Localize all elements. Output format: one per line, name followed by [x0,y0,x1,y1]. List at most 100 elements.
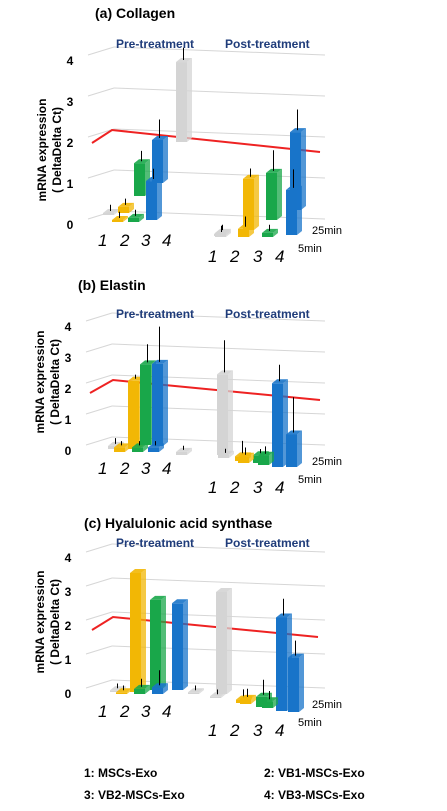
gridline [111,312,326,322]
category-label-pre-1: 1 [98,231,107,250]
group-label-post: Post-treatment [225,37,310,51]
category-label-pre-3: 3 [141,702,151,721]
chart-title: (c) Hyalulonic acid synthase [84,515,272,531]
bar-pre-5 [176,58,192,142]
category-label-post-4: 4 [275,247,284,266]
y-tick-label: 0 [65,444,72,458]
gridline-side [85,611,113,621]
category-label-post-2: 2 [229,247,240,266]
bar-pre-3 [150,595,166,690]
depth-label-front: 5min [298,474,322,486]
category-label-pre-1: 1 [98,459,107,478]
depth-label-back: 25min [312,456,342,468]
bar-post-4 [272,379,288,467]
category-label-pre-2: 2 [119,702,130,721]
y-axis-label: mRNA expression( DeltaDelta Ct) [35,99,64,202]
category-label-pre-2: 2 [119,231,130,250]
category-label-post-2: 2 [229,478,240,497]
y-tick-label: 3 [67,95,74,109]
y-tick-label: 3 [65,585,72,599]
chart-title: (b) Elastin [78,277,146,293]
y-tick-label: 4 [65,551,72,565]
category-label-post-3: 3 [253,478,263,497]
bar-pre-4 [172,599,188,690]
category-label-post-4: 4 [275,478,284,497]
gridline-side [87,87,115,97]
legend-item-3: 3: VB2-MSCs-Exo [84,788,185,802]
bar-pre-8 [146,177,162,220]
gridline-side [85,436,113,446]
gridline [111,543,326,553]
reference-line [89,378,321,401]
y-tick-label: 2 [67,136,74,150]
gridline-side [85,343,113,353]
category-label-pre-4: 4 [162,702,171,721]
depth-label-front: 5min [298,717,322,729]
gridline-side [85,577,113,587]
category-label-post-3: 3 [253,247,263,266]
y-tick-label: 3 [65,351,72,365]
category-label-pre-4: 4 [162,459,171,478]
category-label-post-1: 1 [208,247,217,266]
category-label-pre-1: 1 [98,702,107,721]
bar-post-8 [286,185,302,235]
legend: 1: MSCs-Exo 2: VB1-MSCs-Exo 3: VB2-MSCs-… [84,766,365,802]
y-tick-label: 2 [65,382,72,396]
gridline-side [85,543,113,553]
bar-pre-4 [152,135,168,183]
gridline [113,87,326,97]
category-label-pre-3: 3 [141,231,151,250]
y-tick-label: 2 [65,619,72,633]
bar-pre-2 [130,569,146,692]
bar-post-8 [288,653,304,712]
reference-line [91,128,321,153]
bar-post-3 [266,168,282,220]
gridline-side [85,679,113,689]
gridline-side [87,169,115,179]
y-tick-label: 0 [67,218,74,232]
y-tick-label: 0 [65,687,72,701]
y-tick-label: 4 [65,320,72,334]
gridline-side [87,46,115,56]
gridline-side [85,645,113,655]
gridline [111,577,326,587]
category-label-post-1: 1 [208,478,217,497]
category-label-post-2: 2 [229,721,240,740]
depth-label-back: 25min [312,699,342,711]
reference-line [91,615,319,638]
gridline-side [85,374,113,384]
bar-post-1 [216,588,232,694]
gridline-side [85,405,113,415]
depth-label-front: 5min [298,243,322,255]
category-label-post-4: 4 [275,721,284,740]
group-label-pre: Pre-treatment [116,307,194,321]
group-label-pre: Pre-treatment [116,536,194,550]
legend-item-4: 4: VB3-MSCs-Exo [264,788,365,802]
y-tick-label: 1 [67,177,74,191]
chart-title: (a) Collagen [95,5,175,21]
bar-post-8 [286,430,302,467]
y-tick-label: 4 [67,54,74,68]
category-label-pre-4: 4 [162,231,171,250]
gridline [113,46,326,56]
y-axis-label: mRNA expression( DeltaDelta Ct) [33,571,62,674]
group-label-post: Post-treatment [225,307,310,321]
y-tick-label: 1 [65,413,72,427]
category-label-post-3: 3 [253,721,263,740]
bar-post-1 [217,370,233,455]
group-label-pre: Pre-treatment [116,37,194,51]
legend-item-2: 2: VB1-MSCs-Exo [264,766,365,780]
category-label-post-1: 1 [208,721,217,740]
legend-item-1: 1: MSCs-Exo [84,766,157,780]
gridline [111,343,326,353]
depth-label-back: 25min [312,225,342,237]
y-tick-label: 1 [65,653,72,667]
gridline-side [85,312,113,322]
gridline [113,128,326,138]
category-label-pre-2: 2 [119,459,130,478]
group-label-post: Post-treatment [225,536,310,550]
